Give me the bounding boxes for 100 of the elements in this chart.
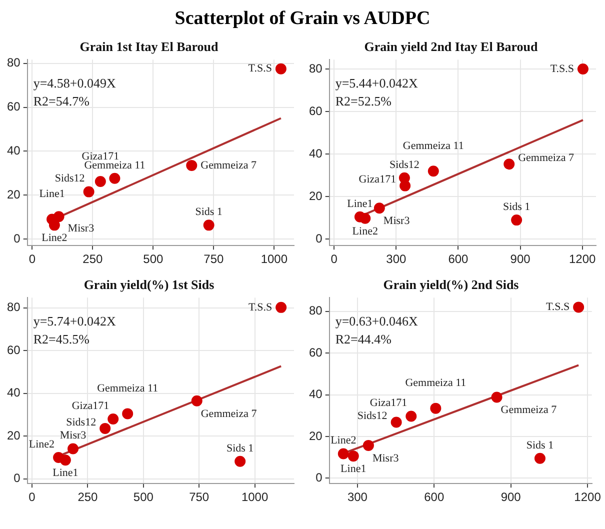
x-tick-label: 0 [28,252,36,266]
annotation: Line2 [330,434,356,447]
point [573,302,584,313]
annotation: R2=45.5% [33,332,90,347]
annotation: Gemmeiza 11 [97,382,158,395]
point [68,443,79,454]
x-tick-label: 900 [500,490,522,504]
chart-title: Grain yield(%) 1st Sids [84,277,214,292]
annotation: Gemmeiza 7 [200,159,258,172]
point [186,160,198,171]
annotation: T.S.S [550,62,574,75]
x-tick-label: 750 [204,252,224,266]
chart-title: Grain 1st Itay El Baroud [80,39,219,54]
annotation: T.S.S [248,62,272,75]
y-tick-label: 80 [6,300,21,314]
annotation: Line1 [39,188,65,200]
annotation: Line1 [347,198,373,210]
point [348,450,359,462]
x-tick-label: 250 [82,252,104,266]
annotation: Misr3 [68,222,95,235]
y-tick-label: 0 [14,471,21,486]
point [511,214,522,226]
y-tick-label: 80 [308,61,323,76]
annotation: Line1 [52,466,78,479]
annotation: y=5.44+0.042X [335,76,419,91]
x-tick-label: 1000 [260,252,288,266]
point [428,166,439,177]
annotation: Line2 [28,438,55,450]
y-tick-label: 60 [308,345,323,360]
annotation: y=0.63+0.046X [335,314,419,329]
y-tick-label: 40 [6,143,21,158]
point [234,456,246,467]
annotation: Giza171 [72,400,110,412]
x-tick-label: 1200 [568,252,596,266]
y-tick-label: 0 [316,232,323,246]
point [577,63,588,74]
annotation: Line1 [340,462,366,475]
annotation: Gemmeiza 11 [402,140,464,152]
point [362,440,374,451]
point [53,211,64,222]
point [275,63,286,74]
point [109,172,120,184]
point [504,158,515,170]
x-tick-label: 0 [28,490,36,504]
x-tick-label: 1000 [241,490,268,504]
x-tick-label: 600 [448,252,469,266]
point [203,220,214,231]
point [430,402,442,414]
chart-title: Grain yield 2nd Itay El Baroud [364,39,539,54]
annotation: Sids12 [357,410,388,422]
y-tick-label: 20 [6,187,21,202]
point [491,392,502,403]
annotation: Line2 [352,225,378,238]
annotation: R2=52.5% [335,94,392,109]
y-tick-label: 20 [308,428,323,443]
annotation: Sids12 [389,158,420,171]
x-tick-label: 600 [424,490,444,504]
annotation: Misr3 [383,215,410,228]
x-tick-label: 500 [133,490,154,504]
y-tick-label: 60 [6,342,21,357]
annotation: T.S.S [248,301,272,314]
point [390,416,402,428]
point [94,176,106,187]
annotation: Giza171 [370,397,408,410]
point [83,186,94,198]
annotation: R2=54.7% [33,94,90,109]
y-tick-label: 0 [316,470,323,484]
annotation: y=4.58+0.049X [33,76,117,91]
y-tick-label: 60 [308,104,323,118]
x-tick-label: 300 [386,252,406,266]
annotation: Sids12 [66,416,96,428]
y-tick-label: 40 [6,386,21,400]
annotation: Gemmeiza 7 [500,404,558,416]
point [191,395,202,406]
annotation: Misr3 [372,452,400,464]
point [400,180,411,192]
x-tick-label: 900 [510,252,531,266]
annotation: R2=44.4% [335,332,392,347]
point [122,408,134,420]
x-tick-label: 1200 [574,490,602,504]
x-tick-label: 250 [78,490,98,504]
x-tick-label: 0 [330,252,338,266]
annotation: Sids 1 [195,206,222,218]
y-tick-label: 20 [6,428,21,442]
annotation: Giza171 [358,174,396,186]
point [60,454,71,466]
annotation: Sids12 [54,172,85,185]
point [100,422,111,434]
point [406,410,417,422]
y-tick-label: 20 [308,188,323,203]
annotation: Gemmeiza 7 [518,152,574,164]
point [338,448,349,460]
text: Scatterplot of Grain vs AUDPC [174,7,432,31]
point [534,452,546,464]
x-tick-label: 500 [143,252,164,266]
point [360,212,371,224]
y-tick-label: 0 [14,231,21,246]
y-tick-label: 40 [308,387,323,402]
annotation: Gemmeiza 7 [200,408,258,420]
point [276,302,287,313]
